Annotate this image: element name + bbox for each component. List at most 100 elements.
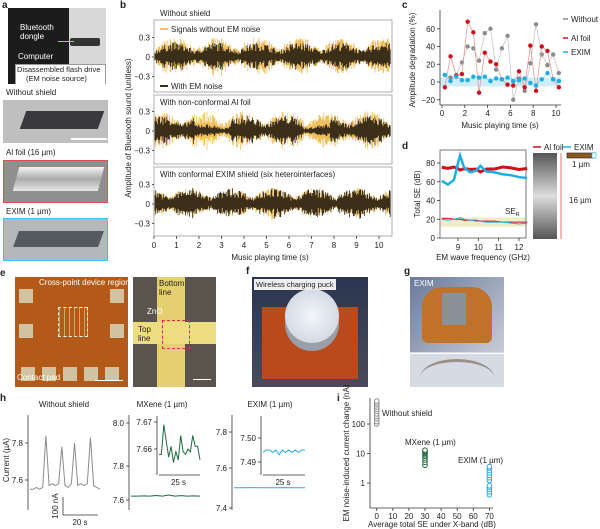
d-legend-al-foil: Al foil — [544, 143, 564, 152]
i-point-exim — [486, 463, 493, 470]
panel-label-i: i — [337, 393, 340, 404]
d-line-exim-ser — [441, 216, 528, 225]
i-point-exim — [486, 483, 493, 489]
h-scalebar-x-label: 20 s — [72, 518, 87, 527]
c-point-without-shield — [493, 67, 499, 72]
c-point-exim — [488, 78, 493, 84]
c-point-al-foil — [505, 82, 510, 87]
b-subplot-frame — [153, 94, 393, 165]
h-subplot-title: EXIM (1 µm) — [247, 400, 292, 409]
h-inset-span-label: 25 s — [171, 478, 186, 487]
c-point-without-shield — [448, 75, 453, 80]
i-xtick-label: 50 — [453, 512, 462, 521]
h-inset-ytick-label: 7.50 — [240, 434, 256, 443]
c-point-exim — [454, 74, 459, 79]
c-point-exim — [471, 74, 476, 79]
h-inset-ytick-label: 7.66 — [136, 445, 152, 454]
panel-label-b: b — [120, 0, 127, 11]
label-puck: Wireless charging puck — [254, 279, 336, 290]
panel-label-c: c — [402, 0, 408, 11]
c-ytick-label: −20 — [421, 96, 435, 105]
b-noise-waveform — [154, 115, 391, 146]
photo-junction: Bottom line ZnO Top line — [133, 277, 216, 387]
d-ylabel: Total SE (dB) — [413, 170, 422, 217]
i-xtick-label: 0 — [374, 512, 379, 521]
h-current-trace — [131, 494, 201, 497]
b-noise-waveform — [154, 188, 391, 219]
photo-without-shield — [3, 100, 108, 143]
i-ytick-label: 1 — [361, 479, 366, 488]
h-inset-trace — [159, 424, 201, 463]
c-point-exim — [476, 75, 482, 80]
c-xtick-label: 8 — [531, 109, 536, 118]
b-xtick-label: 7 — [309, 241, 314, 250]
b-xtick-label: 8 — [332, 241, 337, 250]
c-point-al-foil — [522, 85, 527, 90]
i-xtick-label: 20 — [404, 512, 413, 521]
b-ytick-label: 0 — [146, 200, 151, 209]
h-ytick-label: 7.6 — [113, 496, 125, 505]
b-xlabel: Music playing time (s) — [231, 253, 309, 262]
c-xtick-label: 6 — [508, 109, 513, 118]
b-xtick-label: 0 — [152, 241, 157, 250]
c-point-without-shield — [528, 61, 533, 66]
c-point-without-shield — [499, 46, 505, 51]
label-noise-source: (EM noise source) — [26, 74, 87, 83]
c-legend-exim: EXIM — [571, 48, 591, 57]
c-point-without-shield — [476, 58, 482, 63]
c-point-al-foil — [465, 19, 470, 24]
c-point-al-foil — [533, 88, 539, 94]
c-point-without-shield — [550, 52, 556, 57]
b-subplot-title: Without shield — [160, 9, 210, 18]
label-bottom-line: Bottom line — [159, 279, 184, 297]
i-point-mxene — [422, 447, 428, 453]
h-inset-ytick-label: 7.67 — [136, 418, 152, 427]
c-point-exim — [522, 76, 527, 81]
c-xtick-label: 10 — [552, 109, 561, 118]
b-subplot-frame — [153, 166, 393, 237]
d-xlabel: EM wave frequency (GHz) — [436, 253, 530, 262]
c-point-al-foil — [442, 85, 448, 90]
d-xtick-label: 9 — [456, 243, 461, 252]
i-point-without-shield — [373, 398, 380, 404]
i-xtick-label: 70 — [485, 512, 494, 521]
i-xtick-label: 60 — [469, 512, 478, 521]
scale-bar — [193, 379, 211, 380]
d-exim-end — [591, 152, 597, 159]
label-exim: EXIM (1 µm) — [6, 207, 52, 216]
c-point-al-foil — [545, 48, 550, 54]
i-label-without-shield: Without shield — [382, 409, 432, 418]
c-point-exim — [465, 78, 470, 83]
c-point-al-foil — [511, 83, 516, 88]
h-inset-ytick-label: 7.49 — [240, 458, 256, 467]
c-point-exim — [493, 76, 499, 81]
panel-label-g: g — [404, 266, 411, 277]
d-16um-label: 16 µm — [569, 196, 592, 205]
d-plot-frame — [439, 149, 527, 239]
c-point-exim — [505, 75, 510, 80]
d-1um-label: 1 µm — [572, 160, 590, 169]
c-ytick-label: 40 — [426, 43, 435, 52]
h-inset-trace — [262, 449, 305, 456]
b-ytick-label: 0 — [146, 127, 151, 136]
d-exim-thickness-bar — [566, 152, 596, 159]
c-point-al-foil — [488, 59, 493, 64]
c-legend-al-foil: Al foil — [571, 34, 591, 43]
h-subplot-title: Without shield — [39, 400, 89, 409]
photo-setup: Bluetooth dongle Computer Disassembled f… — [8, 8, 106, 84]
c-xtick-label: 0 — [440, 109, 445, 118]
d-ytick-label: 20 — [426, 215, 435, 224]
c-point-exim — [545, 70, 550, 76]
c-point-exim — [482, 74, 487, 79]
label-computer: Computer — [18, 52, 54, 61]
c-point-exim — [442, 72, 448, 78]
b-ylabel: Amplitude of Bluetooth sound (unitless) — [124, 58, 133, 198]
d-xtick-label: 12 — [515, 243, 524, 252]
c-point-exim — [528, 80, 533, 86]
b-ytick-label: −0.3 — [134, 147, 150, 156]
scale-bar — [95, 380, 123, 381]
c-point-al-foil — [448, 54, 453, 59]
d-xtick-label: 10 — [474, 243, 483, 252]
b-subplot-title: With non-conformal Al foil — [160, 98, 251, 107]
